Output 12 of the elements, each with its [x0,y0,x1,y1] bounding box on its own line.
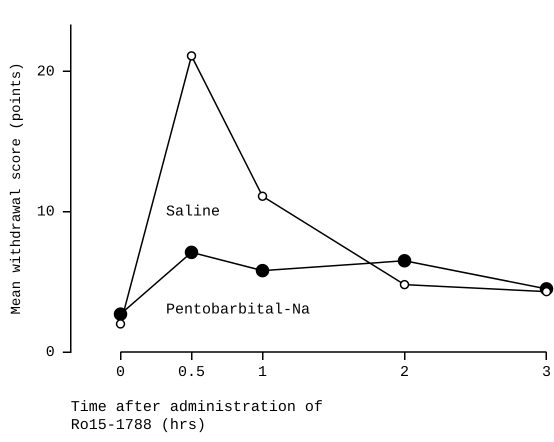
x-tick-label: 0.5 [178,364,206,381]
y-tick-label: 0 [46,344,55,361]
series-label: Saline [166,203,220,220]
x-tick-label: 1 [258,364,268,381]
y-tick-label: 10 [36,204,55,221]
y-tick-label: 20 [36,63,55,80]
x-tick-label: 3 [542,364,552,381]
x-tick-label: 0 [116,364,126,381]
x-axis-title: Time after administration of Ro15-1788 (hrs) [70,398,323,434]
series-label: Pentobarbital-Na [166,301,310,318]
y-axis-title: Mean withdrawal score (points) [9,62,26,315]
x-tick-label: 2 [400,364,410,381]
